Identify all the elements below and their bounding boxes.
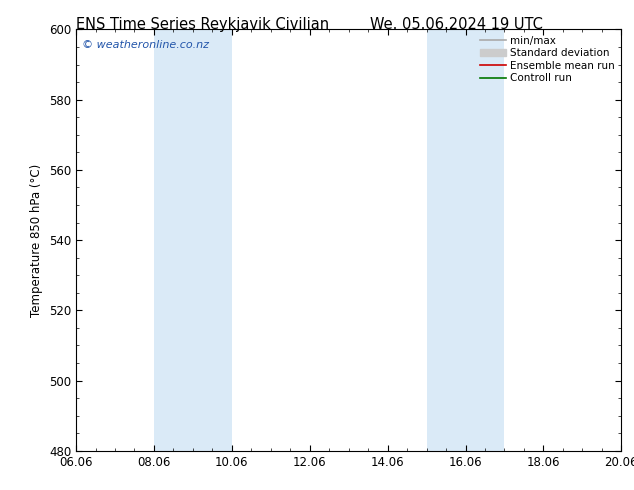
Text: © weatheronline.co.nz: © weatheronline.co.nz <box>82 40 209 50</box>
Text: ENS Time Series Reykjavik Civilian: ENS Time Series Reykjavik Civilian <box>76 17 330 32</box>
Y-axis label: Temperature 850 hPa (°C): Temperature 850 hPa (°C) <box>30 164 43 317</box>
Bar <box>154 29 232 451</box>
Text: We. 05.06.2024 19 UTC: We. 05.06.2024 19 UTC <box>370 17 543 32</box>
Legend: min/max, Standard deviation, Ensemble mean run, Controll run: min/max, Standard deviation, Ensemble me… <box>476 31 619 88</box>
Bar <box>427 29 505 451</box>
